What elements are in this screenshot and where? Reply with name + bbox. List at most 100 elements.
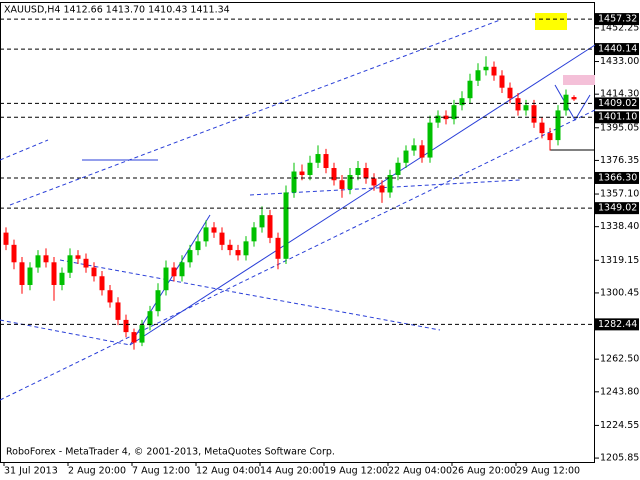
trend-line — [129, 214, 211, 346]
candle-body — [147, 311, 153, 326]
candle-body — [531, 105, 537, 123]
trend-line — [249, 179, 521, 196]
x-tick-label: 12 Aug 04:00 — [196, 466, 260, 477]
candle-body — [35, 255, 41, 268]
candle-body — [267, 215, 273, 238]
candle-body — [91, 267, 97, 277]
candle-body — [507, 87, 513, 99]
candle-body — [515, 98, 521, 111]
level-box — [595, 202, 639, 215]
candle-body — [419, 145, 425, 158]
candle-body — [563, 94, 569, 111]
candle-body — [195, 241, 201, 251]
candle-body — [67, 255, 73, 273]
candle-body — [347, 175, 353, 189]
level-label: 1349.02 — [598, 203, 637, 214]
y-tick-label: 1243.80 — [600, 386, 639, 397]
candle-body — [75, 255, 81, 259]
candle-body — [555, 110, 561, 141]
level-label: 1440.14 — [598, 44, 637, 55]
candle-body — [155, 290, 161, 312]
candle-body — [467, 80, 473, 99]
candle-body — [107, 290, 113, 303]
y-tick-label: 1338.40 — [600, 221, 639, 232]
candle-body — [83, 258, 89, 268]
candle-body — [3, 232, 9, 245]
candle-body — [331, 168, 337, 181]
candle-body — [539, 122, 545, 134]
candle-body — [283, 192, 289, 259]
candle-body — [99, 276, 105, 291]
y-tick-label: 1433.00 — [600, 56, 639, 67]
y-tick-label: 1395.05 — [600, 122, 639, 133]
candle-body — [491, 66, 497, 76]
candle-body — [11, 244, 17, 263]
candle-body — [443, 115, 449, 120]
candle-body — [163, 267, 169, 291]
x-tick-label: 14 Aug 20:00 — [260, 466, 324, 477]
y-tick-label: 1357.10 — [600, 189, 639, 200]
candle-body — [451, 105, 457, 120]
candle-body — [211, 227, 217, 233]
x-tick-label: 29 Aug 12:00 — [516, 466, 580, 477]
candle-body — [379, 185, 385, 193]
level-box — [595, 43, 639, 56]
trend-line — [0, 109, 596, 401]
trend-line — [59, 259, 441, 331]
candle-body — [259, 215, 265, 228]
x-tick-label: 22 Aug 04:00 — [388, 466, 452, 477]
candle-body — [251, 227, 257, 242]
level-box — [595, 97, 639, 110]
candle-body — [139, 325, 145, 343]
level-box — [595, 111, 639, 124]
candle-body — [115, 302, 121, 320]
level-label: 1401.10 — [598, 112, 637, 123]
candle-body — [547, 133, 553, 141]
candle-body — [51, 262, 57, 285]
x-tick-label: 31 Jul 2013 — [4, 466, 58, 477]
candle-body — [27, 267, 33, 285]
candle-body — [571, 97, 577, 100]
candle-body — [203, 227, 209, 242]
candle-body — [427, 122, 433, 158]
y-tick-label: 1452.25 — [600, 22, 639, 33]
candle-body — [307, 162, 313, 176]
target-box — [535, 13, 567, 30]
x-tick-label: 2 Aug 20:00 — [68, 466, 126, 477]
y-tick-label: 1414.30 — [600, 89, 639, 100]
level-box — [595, 171, 639, 184]
candle-body — [411, 145, 417, 151]
level-label: 1282.44 — [598, 319, 637, 330]
y-tick-label: 1205.85 — [600, 453, 639, 464]
x-tick-label: 19 Aug 12:00 — [324, 466, 388, 477]
plot-frame — [0, 2, 595, 463]
candle-body — [171, 267, 177, 277]
level-label: 1366.30 — [598, 172, 637, 183]
candle-body — [523, 105, 529, 111]
candle-body — [123, 319, 129, 333]
candle-body — [355, 168, 361, 176]
candle-body — [475, 70, 481, 81]
level-box — [595, 13, 639, 26]
candle-body — [19, 262, 25, 285]
candle-body — [387, 175, 393, 193]
candle-body — [499, 75, 505, 88]
candle-body — [435, 115, 441, 123]
candle-body — [315, 154, 321, 163]
candle-body — [299, 171, 305, 176]
candle-body — [459, 98, 465, 106]
x-tick-label: 26 Aug 20:00 — [452, 466, 516, 477]
candle-body — [339, 180, 345, 189]
level-label: 1457.32 — [598, 14, 637, 25]
level-box — [595, 318, 639, 331]
candle-body — [243, 241, 249, 256]
candle-body — [227, 244, 233, 251]
candle-body — [323, 154, 329, 169]
y-tick-label: 1262.50 — [600, 354, 639, 365]
candle-body — [395, 162, 401, 176]
candle-body — [291, 171, 297, 193]
y-tick-label: 1224.55 — [600, 420, 639, 431]
footer: RoboForex - MetaTrader 4, © 2001-2013, M… — [6, 447, 335, 458]
x-tick-label: 7 Aug 12:00 — [132, 466, 190, 477]
